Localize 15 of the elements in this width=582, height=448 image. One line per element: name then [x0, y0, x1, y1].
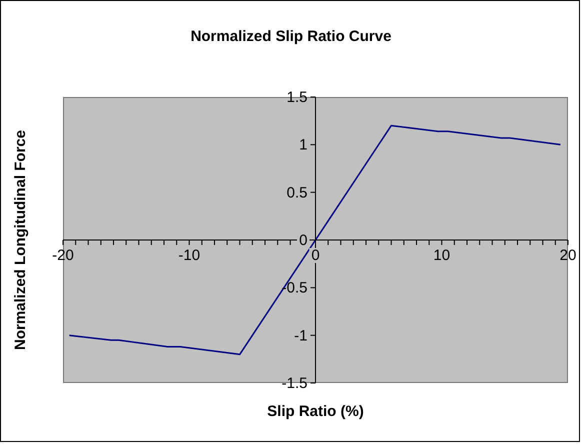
x-tick-label: -20 [52, 247, 74, 264]
y-tick-label: -0.5 [282, 280, 308, 297]
chart-title: Normalized Slip Ratio Curve [190, 28, 392, 45]
y-axis-title: Normalized Longitudinal Force [12, 129, 30, 352]
y-tick-label: 0 [299, 232, 308, 249]
x-axis-title: Slip Ratio (%) [266, 403, 365, 420]
y-tick-label: 1.5 [286, 89, 308, 106]
y-tick-label: -1.5 [282, 375, 308, 392]
x-tick-label: 20 [560, 247, 576, 264]
y-tick-label: 0.5 [286, 184, 308, 202]
x-tick-label: -10 [178, 247, 200, 264]
y-tick-label: 1 [299, 136, 308, 154]
x-tick-label: 0 [311, 247, 320, 264]
x-tick-label: 10 [433, 247, 450, 264]
y-tick-label: -1 [294, 327, 308, 344]
